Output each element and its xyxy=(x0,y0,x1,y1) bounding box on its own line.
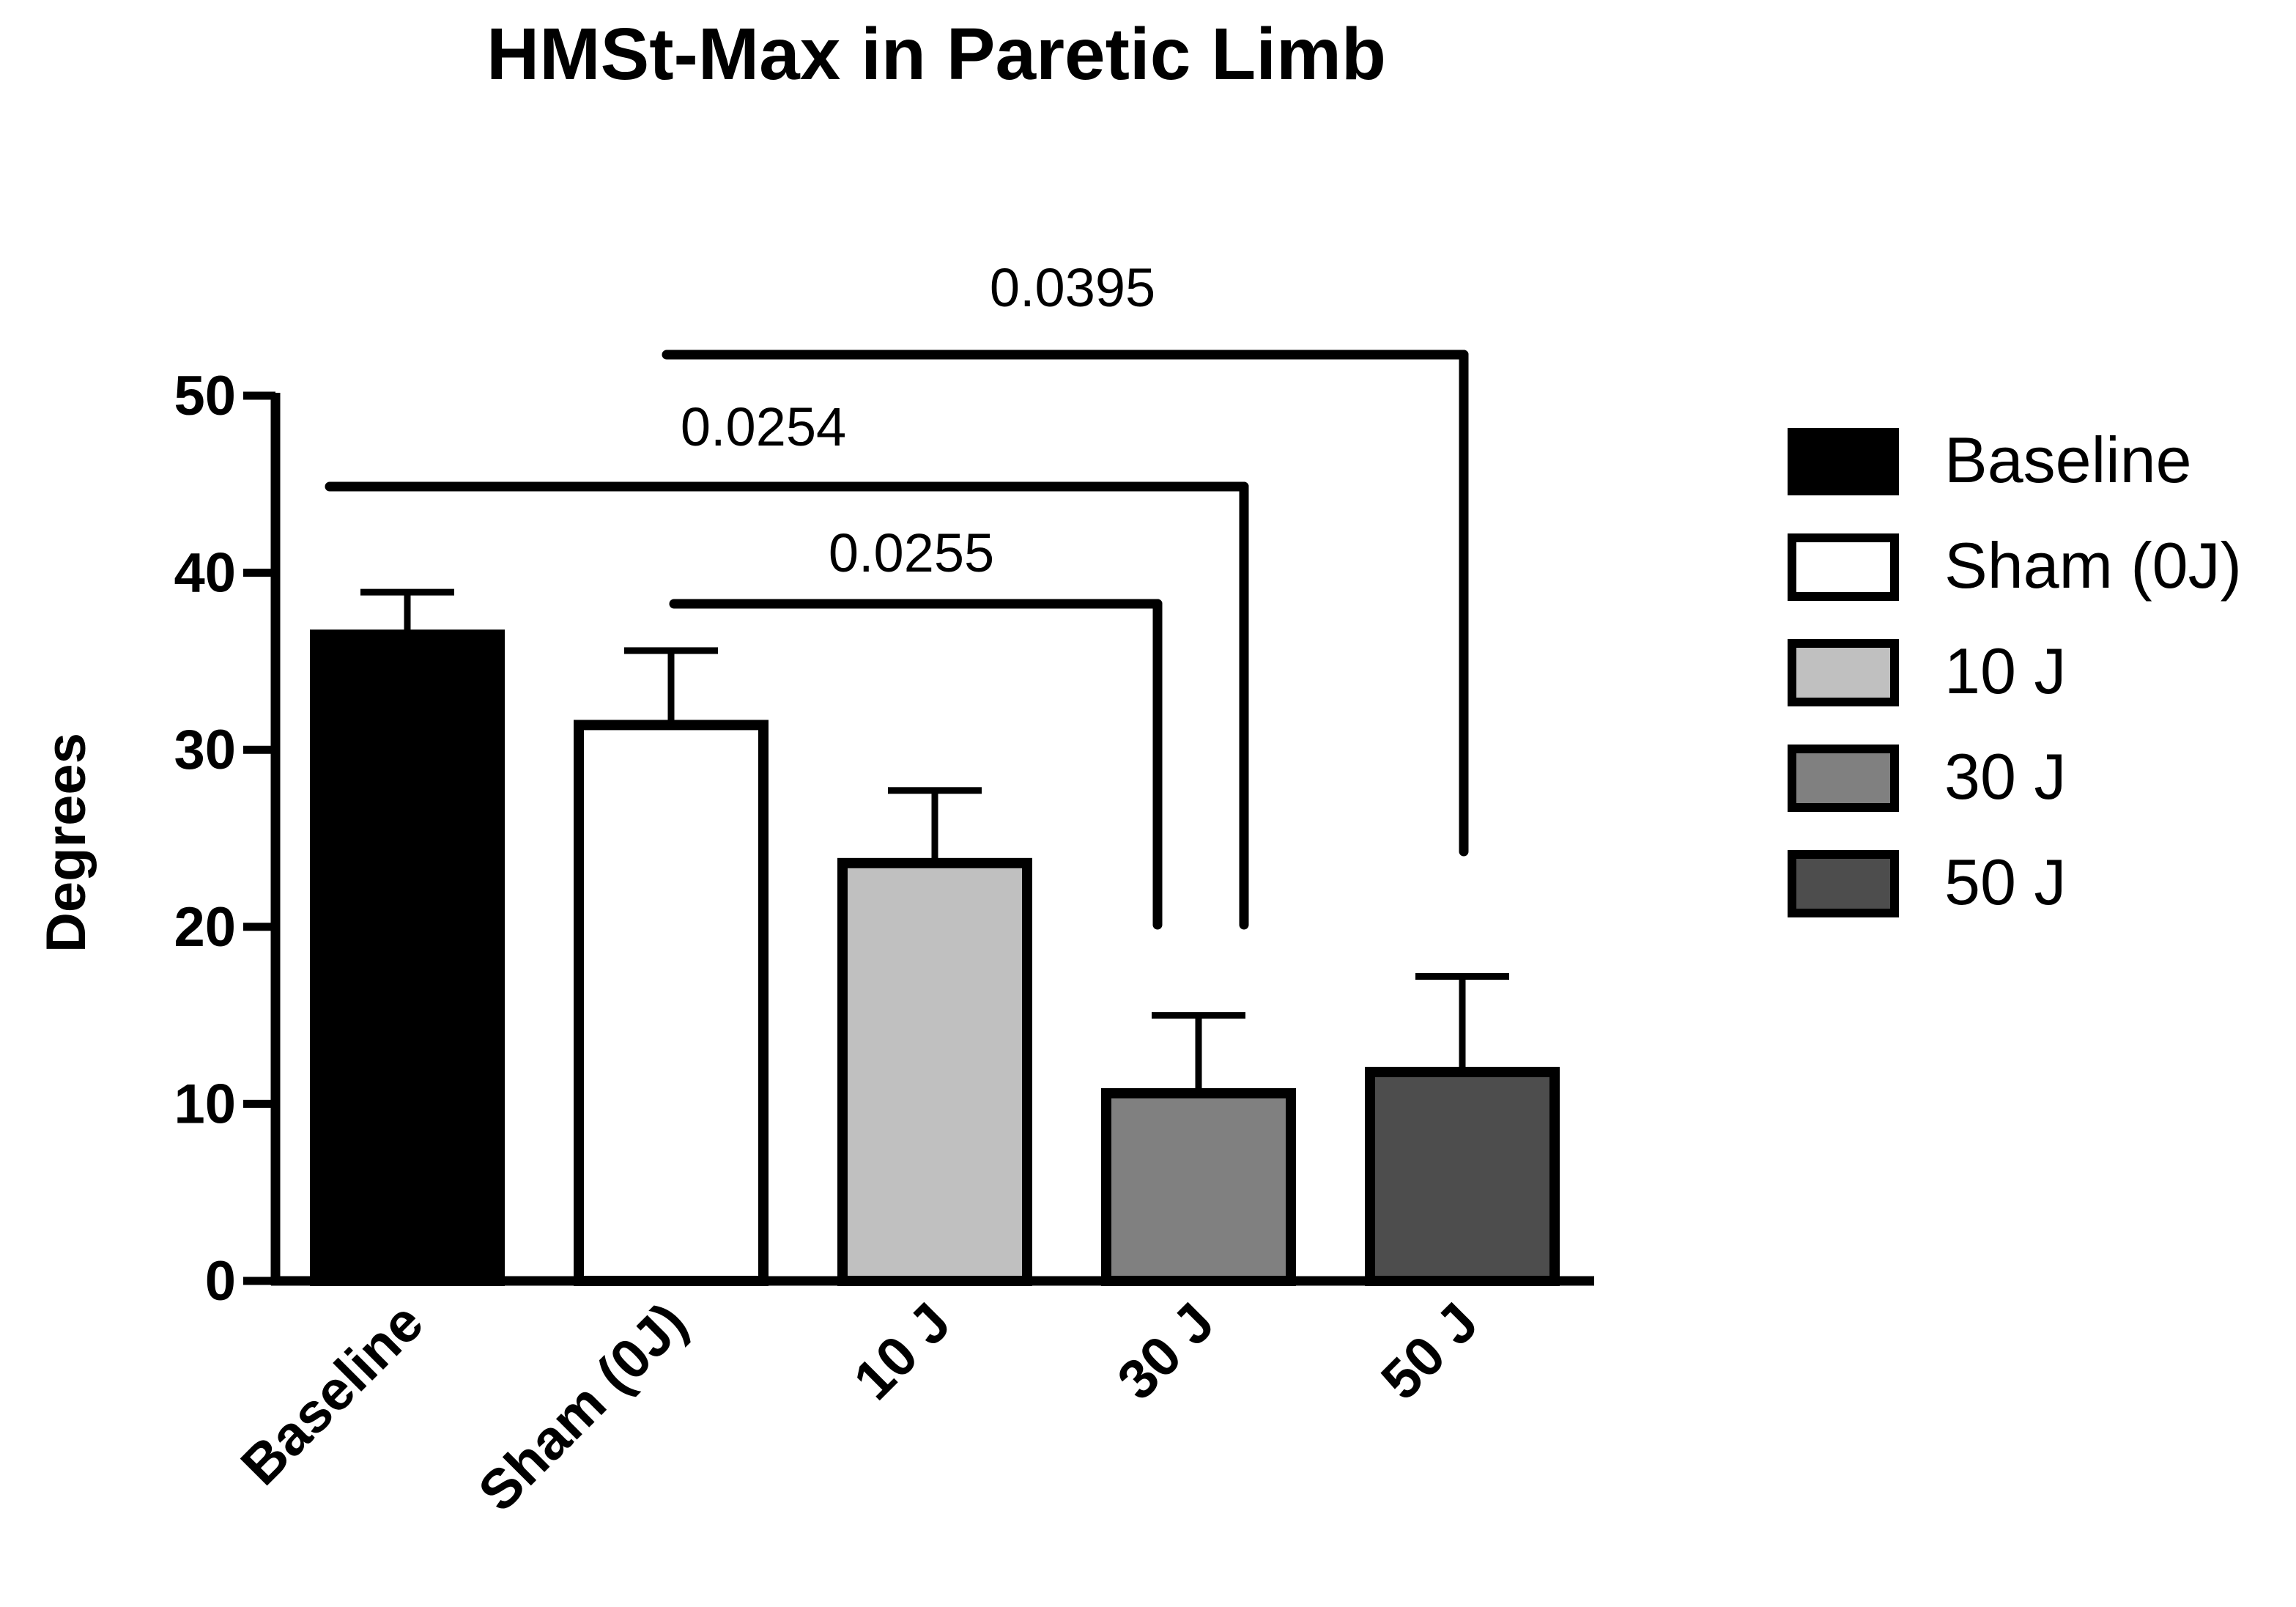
legend-label-50-j: 50 J xyxy=(1944,846,2066,918)
legend-label-sham-0j: Sham (0J) xyxy=(1944,529,2242,602)
y-tick-label-0: 0 xyxy=(205,1250,236,1312)
x-tick-label-baseline: Baseline xyxy=(229,1291,435,1497)
y-tick-label-30: 30 xyxy=(174,719,236,781)
legend-label-30-j: 30 J xyxy=(1944,740,2066,813)
legend-swatch-50-j xyxy=(1788,850,1899,917)
y-tick-label-20: 20 xyxy=(174,896,236,958)
chart-title: HMSt-Max in Paretic Limb xyxy=(486,13,1386,95)
y-tick-label-10: 10 xyxy=(174,1073,236,1135)
bar-10-j xyxy=(837,857,1032,1286)
legend-swatch-sham-0j xyxy=(1788,533,1899,601)
bar-baseline xyxy=(310,629,505,1286)
bar-30-j xyxy=(1101,1087,1296,1287)
y-tick-label-40: 40 xyxy=(174,542,236,605)
y-tick-label-50: 50 xyxy=(174,365,236,427)
x-tick-label-30-j: 30 J xyxy=(1106,1291,1226,1412)
bar-sham-0j xyxy=(574,720,769,1286)
bar-50-j xyxy=(1365,1066,1560,1286)
bars-group xyxy=(310,629,1560,1287)
legend-label-baseline: Baseline xyxy=(1944,424,2192,496)
legend-swatch-30-j xyxy=(1788,745,1899,812)
x-tick-label-50-j: 50 J xyxy=(1369,1291,1490,1412)
p-value-label-1: 0.0255 xyxy=(829,522,994,583)
significance-annotations: 0.0255 0.0254 0.0395 xyxy=(325,257,1469,930)
x-tick-label-sham-0j: Sham (0J) xyxy=(467,1291,699,1523)
error-bars-group xyxy=(360,588,1509,1093)
p-value-label-3: 0.0395 xyxy=(990,257,1155,318)
legend-swatch-10-j xyxy=(1788,639,1899,706)
legend-swatch-baseline xyxy=(1788,428,1899,495)
legend-label-10-j: 10 J xyxy=(1944,635,2066,707)
x-tick-label-10-j: 10 J xyxy=(842,1291,963,1412)
legend: Baseline Sham (0J) 10 J 30 J 50 J xyxy=(1788,424,2242,918)
y-axis-label: Degrees xyxy=(35,733,97,953)
p-value-label-2: 0.0254 xyxy=(681,396,846,457)
